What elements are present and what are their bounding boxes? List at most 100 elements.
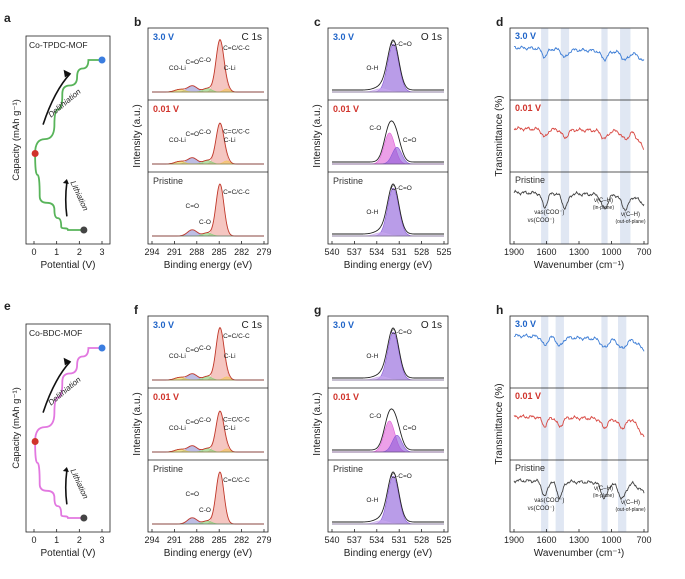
x-axis-title: Potential (V) [40, 260, 95, 271]
c1s-tick-label: 282 [234, 247, 249, 257]
lithiation-arrowhead [62, 467, 69, 472]
peak-label: C=O [403, 425, 417, 432]
peak-component-oco [332, 43, 444, 93]
ir-spectrum-line [513, 413, 645, 438]
x-axis-title: Binding energy (eV) [344, 548, 432, 559]
peak-label: C-O [369, 125, 381, 132]
lithiation-arrow [64, 470, 68, 505]
xps-title: O 1s [421, 320, 442, 331]
peak-label: O-C=O [391, 329, 412, 336]
start-point-marker [31, 150, 39, 157]
panel-letter: e [4, 299, 11, 313]
peak-label: C-Li [224, 65, 236, 72]
ir-mode-label: ν(C–H) [621, 500, 640, 506]
x-axis-title: Potential (V) [40, 548, 95, 559]
state-label: 3.0 V [515, 31, 536, 41]
o1s-tick-label: 540 [324, 247, 339, 257]
ir-band-highlight [601, 28, 608, 244]
peak-label: C=O [186, 491, 200, 498]
peak-component-co [332, 420, 444, 453]
peak-label: CO-Li [169, 65, 186, 72]
c1s-tick-label: 279 [256, 535, 271, 545]
cap-tick-label: 3 [99, 535, 104, 545]
y-axis-title: Intensity (a.u.) [132, 104, 143, 167]
ir-band-highlight [618, 316, 627, 532]
peak-label: C-O [369, 413, 381, 420]
peak-label: C-O [199, 507, 211, 514]
o1s-tick-label: 534 [369, 535, 384, 545]
ftir-tick-label: 1000 [601, 247, 621, 257]
y-axis-title: Intensity (a.u.) [312, 104, 323, 167]
c1s-tick-label: 282 [234, 535, 249, 545]
ir-band-highlight [541, 316, 549, 532]
state-label: 0.01 V [153, 104, 179, 114]
ir-mode-label: νas(COO⁻) [534, 210, 564, 216]
ir-mode-label: (in-plane) [593, 493, 614, 499]
xps-title: O 1s [421, 32, 442, 43]
discharged-point-marker [80, 226, 88, 234]
panel-letter: g [314, 303, 321, 317]
y-axis-title: Transmittance (%) [494, 383, 505, 464]
o1s-tick-label: 531 [392, 535, 407, 545]
ftir-tick-label: 1300 [569, 247, 589, 257]
x-axis-title: Wavenumber (cm⁻¹) [534, 548, 624, 559]
peak-label: CO-Li [169, 353, 186, 360]
charged-point-marker [98, 56, 106, 64]
o1s-panel-frame [327, 27, 449, 245]
peak-label: C-O [199, 57, 211, 64]
peak-label: C=C/C-C [223, 45, 250, 52]
ir-spectrum-line [513, 189, 645, 212]
peak-label: C=C/C-C [223, 333, 250, 340]
peak-label: C-O [199, 219, 211, 226]
peak-label: C-O [199, 417, 211, 424]
y-axis-title: Capacity (mAh g⁻¹) [11, 99, 22, 181]
state-label: 3.0 V [333, 32, 354, 42]
c1s-tick-label: 285 [212, 247, 227, 257]
peak-label: C=O [186, 419, 200, 426]
envelope-line [332, 471, 444, 523]
ftir-tick-label: 1600 [536, 247, 556, 257]
panel-letter: a [4, 11, 11, 25]
c1s-panel-frame [147, 27, 269, 245]
state-label: 0.01 V [153, 392, 179, 402]
peak-label: C=O [186, 131, 200, 138]
ir-spectrum-line [513, 333, 645, 352]
mof-label: Co-TPDC-MOF [29, 40, 88, 50]
lithiation-curve [34, 153, 84, 231]
o1s-tick-label: 525 [436, 535, 451, 545]
peak-component-co [152, 232, 264, 237]
discharged-point-marker [80, 514, 88, 522]
state-label: Pristine [153, 176, 183, 186]
capacity-panel-frame [25, 35, 111, 245]
state-label: 0.01 V [515, 103, 541, 113]
lithiation-label: Lithiation [68, 179, 90, 212]
c1s-tick-label: 279 [256, 247, 271, 257]
ftir-tick-label: 1300 [569, 535, 589, 545]
ftir-tick-label: 1900 [504, 247, 524, 257]
envelope-line [332, 39, 444, 91]
ir-mode-label: (in-plane) [593, 205, 614, 211]
ir-spectrum-line [513, 478, 645, 501]
ftir-tick-label: 700 [636, 535, 651, 545]
peak-label: O-H [366, 353, 378, 360]
peak-label: C=C/C-C [223, 477, 250, 484]
state-label: Pristine [515, 463, 545, 473]
state-label: 0.01 V [515, 391, 541, 401]
y-axis-title: Intensity (a.u.) [132, 392, 143, 455]
peak-label: C=C/C-C [223, 128, 250, 135]
c1s-tick-label: 291 [167, 535, 182, 545]
envelope-line [332, 408, 444, 451]
xps-title: C 1s [241, 320, 262, 331]
peak-component-oco [332, 331, 444, 381]
ftir-tick-label: 1900 [504, 535, 524, 545]
state-label: 0.01 V [333, 392, 359, 402]
peak-label: C=O [186, 347, 200, 354]
o1s-tick-label: 540 [324, 535, 339, 545]
y-axis-title: Capacity (mAh g⁻¹) [11, 387, 22, 469]
panel-letter: h [496, 303, 503, 317]
peak-component-co [332, 132, 444, 165]
x-axis-title: Binding energy (eV) [344, 260, 432, 271]
peak-label: C=O [403, 137, 417, 144]
panel-letter: c [314, 15, 321, 29]
peak-label: C=O [186, 59, 200, 66]
